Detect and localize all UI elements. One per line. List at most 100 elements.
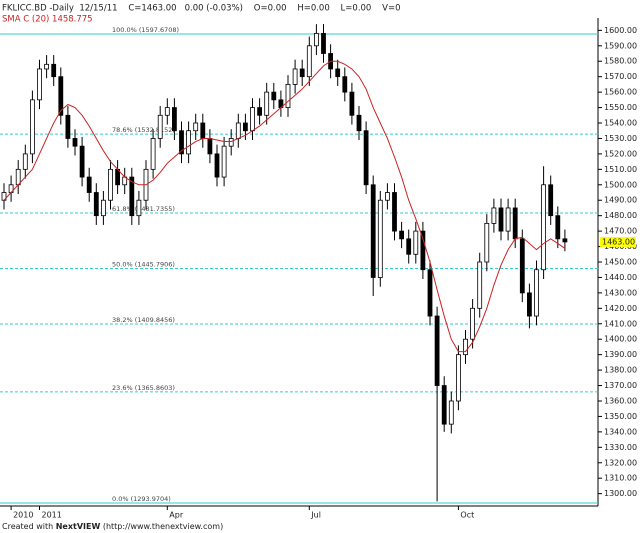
candle-body <box>299 68 305 78</box>
candle-body <box>164 107 170 116</box>
candle-body <box>413 230 419 255</box>
candle-body <box>79 145 85 178</box>
fib-label: 0.0% (1293.9704) <box>112 495 171 503</box>
candle-body <box>157 114 163 139</box>
candle-body <box>548 184 554 217</box>
candle-body <box>335 68 341 78</box>
y-tick-label: 1520.00 <box>604 149 637 158</box>
candle-body <box>519 238 525 294</box>
candle-body <box>108 168 113 201</box>
candle-body <box>65 114 71 139</box>
y-tick-label: 1330.00 <box>604 443 637 452</box>
candle-body <box>271 91 277 101</box>
candle-body <box>406 238 412 255</box>
candle-body <box>541 184 546 271</box>
candle-body <box>377 199 383 278</box>
candle-body <box>242 122 248 132</box>
candle-body <box>484 222 490 263</box>
candle-body <box>448 400 454 425</box>
candle-body <box>527 292 532 317</box>
y-tick-label: 1550.00 <box>604 103 637 112</box>
fib-label: 78.6% (1532.8152) <box>112 126 175 134</box>
y-tick-label: 1450.00 <box>604 258 637 267</box>
candle-body <box>562 238 568 243</box>
candle-body <box>221 145 227 178</box>
y-tick-label: 1390.00 <box>604 350 637 359</box>
candle-body <box>434 315 440 386</box>
y-tick-label: 1590.00 <box>604 41 637 50</box>
candle-body <box>257 107 263 116</box>
y-tick-label: 1320.00 <box>604 458 637 467</box>
x-tick-label: Jul <box>310 511 321 520</box>
candle-body <box>44 63 49 70</box>
y-tick-label: 1300.00 <box>604 489 637 498</box>
candle-body <box>93 192 99 217</box>
y-tick-label: 1380.00 <box>604 366 637 375</box>
candle-body <box>313 33 319 47</box>
candle-body <box>115 168 120 186</box>
candle-body <box>470 307 476 340</box>
y-tick-label: 1580.00 <box>604 57 637 66</box>
x-tick-label: 2011 <box>42 511 62 520</box>
footer-url: (http://www.thenextview.com) <box>103 522 223 531</box>
candle-body <box>370 184 376 278</box>
candle-body <box>86 176 92 193</box>
fib-label: 100.0% (1597.6708) <box>112 26 179 34</box>
candle-body <box>491 207 497 224</box>
y-tick-label: 1570.00 <box>604 72 637 81</box>
sma-line <box>3 60 566 353</box>
candle-body <box>150 138 156 170</box>
y-tick-label: 1530.00 <box>604 134 637 143</box>
candle-body <box>342 76 348 93</box>
candle-body <box>193 122 199 132</box>
fib-label: 38.2% (1409.8456) <box>112 316 175 324</box>
y-tick-label: 1410.00 <box>604 319 637 328</box>
candle-body <box>321 33 326 54</box>
candle-body <box>498 207 504 232</box>
candle-body <box>463 338 468 356</box>
candle-body <box>179 130 184 155</box>
last-price-tag <box>600 236 636 247</box>
y-tick-label: 1490.00 <box>604 196 637 205</box>
y-tick-label: 1350.00 <box>604 412 637 421</box>
y-tick-label: 1480.00 <box>604 211 637 220</box>
candle-body <box>455 354 461 402</box>
candle-body <box>363 130 369 186</box>
footer-brand: NextVIEW <box>56 522 101 531</box>
candle-body <box>200 122 206 139</box>
candle-body <box>186 130 192 155</box>
x-tick-label: Apr <box>169 511 184 520</box>
x-tick-label: Oct <box>460 511 474 520</box>
candle-body <box>136 199 142 217</box>
x-tick-label: 2010 <box>13 511 33 520</box>
candle-body <box>15 168 21 186</box>
footer: Created with NextVIEW (http://www.thenex… <box>2 522 223 531</box>
candle-body <box>250 107 255 132</box>
fib-label: 23.6% (1365.8603) <box>112 384 175 392</box>
candle-body <box>29 99 35 155</box>
chart-title: FKLICC.BD -Daily 12/15/11 C=1463.00 0.00… <box>2 4 401 14</box>
candle-body <box>129 176 135 217</box>
candle-body <box>235 122 241 139</box>
candle-body <box>477 261 483 309</box>
candle-body <box>22 153 28 170</box>
candle-body <box>534 269 539 317</box>
y-tick-label: 1510.00 <box>604 165 637 174</box>
candle-body <box>512 207 518 240</box>
candle-body <box>58 76 64 116</box>
y-tick-label: 1470.00 <box>604 227 637 236</box>
candle-body <box>264 91 270 116</box>
candle-body <box>285 84 291 108</box>
y-tick-label: 1540.00 <box>604 119 637 128</box>
candle-body <box>392 192 397 232</box>
fib-label: 50.0% (1445.7906) <box>112 261 175 269</box>
y-tick-label: 1420.00 <box>604 304 637 313</box>
fib-label: 61.8% (1481.7355) <box>112 205 175 213</box>
candle-body <box>505 207 511 232</box>
candle-body <box>72 138 78 147</box>
last-price-label: 1463.00 <box>602 237 635 246</box>
candle-body <box>555 215 561 240</box>
candle-body <box>171 107 177 132</box>
